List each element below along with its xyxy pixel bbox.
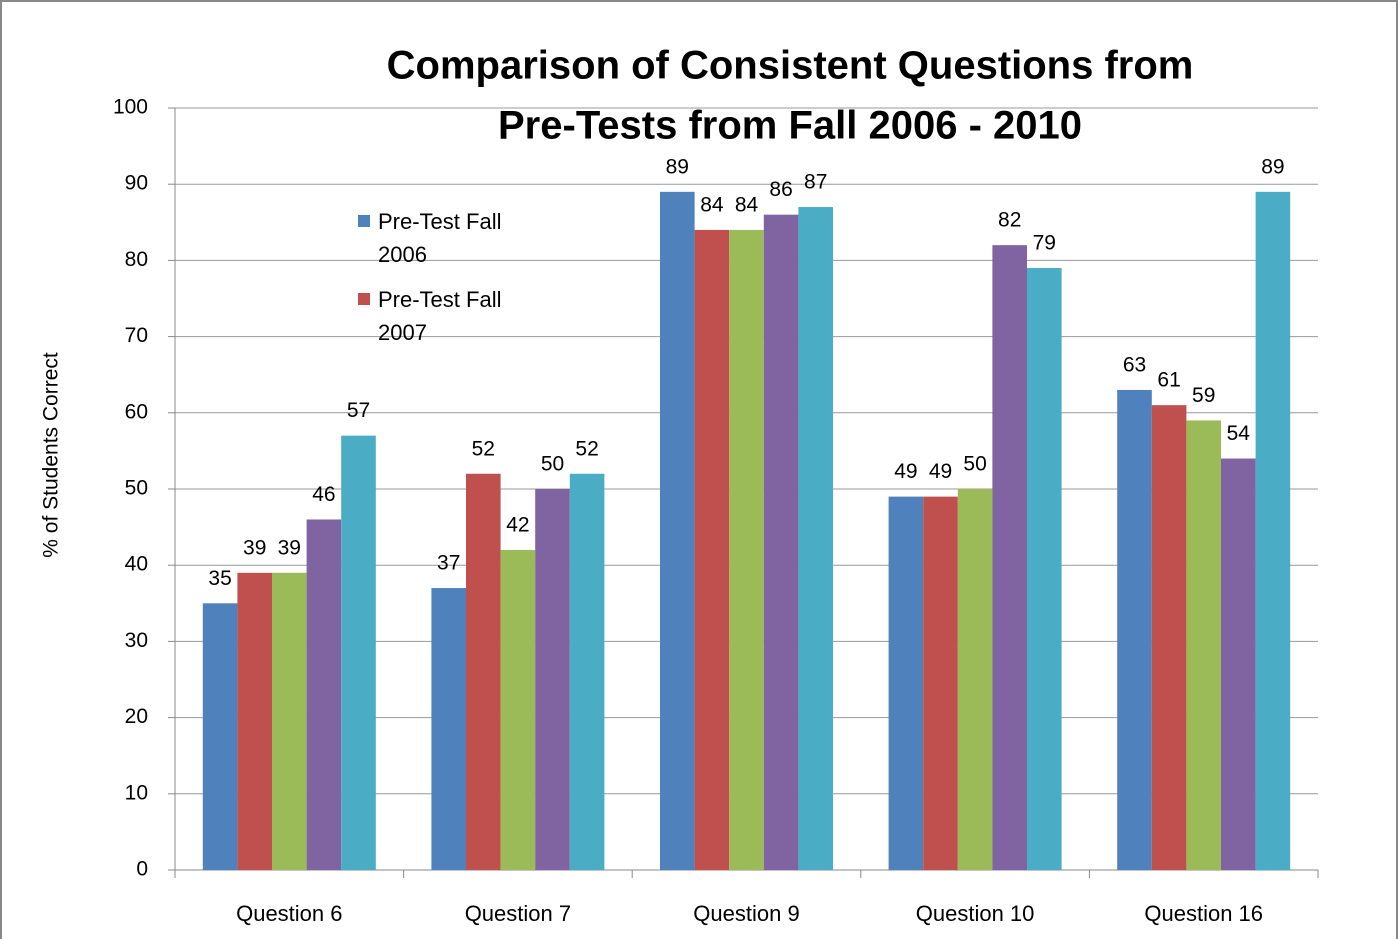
legend-entry: Pre-Test Fall 2007 (358, 283, 508, 349)
legend-swatch (358, 215, 370, 227)
bar (992, 245, 1027, 870)
bar (763, 214, 799, 870)
x-tick-label: Question 16 (1144, 901, 1263, 926)
bar (1151, 405, 1187, 870)
bar (1186, 420, 1221, 870)
bar (923, 496, 958, 870)
data-label: 84 (735, 193, 759, 216)
x-tick-label: Question 6 (236, 901, 342, 926)
bar (888, 496, 924, 870)
data-label: 82 (998, 209, 1021, 232)
legend-label: Pre-Test Fall 2007 (378, 287, 502, 345)
y-axis-label: % of Students Correct (40, 352, 63, 558)
data-label: 86 (769, 178, 792, 201)
bar (466, 473, 501, 870)
data-label: 89 (666, 155, 689, 178)
data-label: 57 (347, 399, 370, 422)
bar (500, 549, 536, 870)
data-label: 54 (1227, 422, 1251, 445)
data-label: 87 (804, 171, 827, 194)
y-tick-label: 90 (125, 172, 148, 195)
data-label: 42 (506, 514, 529, 537)
data-label: 84 (700, 193, 724, 216)
y-tick-label: 50 (125, 477, 148, 500)
chart-title: Comparison of Consistent Questions from (387, 44, 1194, 88)
data-label: 50 (963, 453, 986, 476)
legend-label: Pre-Test Fall 2006 (378, 209, 502, 267)
x-tick-label: Question 10 (916, 901, 1035, 926)
x-tick-label: Question 9 (693, 901, 799, 926)
bar (272, 572, 307, 870)
bar (957, 489, 993, 870)
data-label: 49 (894, 460, 917, 483)
data-label: 50 (541, 453, 564, 476)
bar (306, 519, 342, 870)
y-tick-label: 80 (125, 248, 148, 271)
y-tick-label: 40 (125, 553, 148, 576)
bar (1117, 389, 1152, 870)
bar (660, 191, 695, 870)
chart-title: Pre-Tests from Fall 2006 - 2010 (498, 104, 1082, 148)
bar (202, 603, 238, 870)
data-label: 49 (929, 460, 952, 483)
data-label: 39 (243, 536, 266, 559)
bar (535, 489, 570, 870)
data-label: 52 (575, 437, 598, 460)
legend-entry: Pre-Test Fall 2006 (358, 205, 508, 271)
data-label: 59 (1192, 384, 1215, 407)
legend-swatch (358, 293, 370, 305)
data-label: 89 (1261, 155, 1284, 178)
data-label: 39 (278, 536, 301, 559)
bar (694, 229, 730, 871)
bar (341, 435, 376, 870)
data-label: 52 (472, 437, 495, 460)
data-label: 37 (437, 552, 460, 575)
y-tick-label: 30 (125, 629, 148, 652)
bar (798, 207, 833, 870)
data-label: 63 (1123, 353, 1146, 376)
bar (1221, 458, 1256, 870)
data-label: 79 (1033, 232, 1056, 255)
y-tick-label: 0 (136, 858, 148, 881)
x-tick-label: Question 7 (465, 901, 571, 926)
data-label: 46 (312, 483, 335, 506)
bar (729, 229, 764, 871)
bar (1027, 268, 1062, 870)
bar (431, 588, 466, 870)
y-tick-label: 100 (113, 96, 148, 119)
y-tick-label: 60 (125, 400, 148, 423)
bar (569, 473, 605, 870)
y-tick-label: 10 (125, 781, 148, 804)
y-tick-label: 70 (125, 324, 148, 347)
bar (1255, 191, 1291, 870)
data-label: 35 (208, 567, 231, 590)
data-label: 61 (1157, 369, 1180, 392)
y-tick-label: 20 (125, 705, 148, 728)
bar (237, 572, 272, 870)
